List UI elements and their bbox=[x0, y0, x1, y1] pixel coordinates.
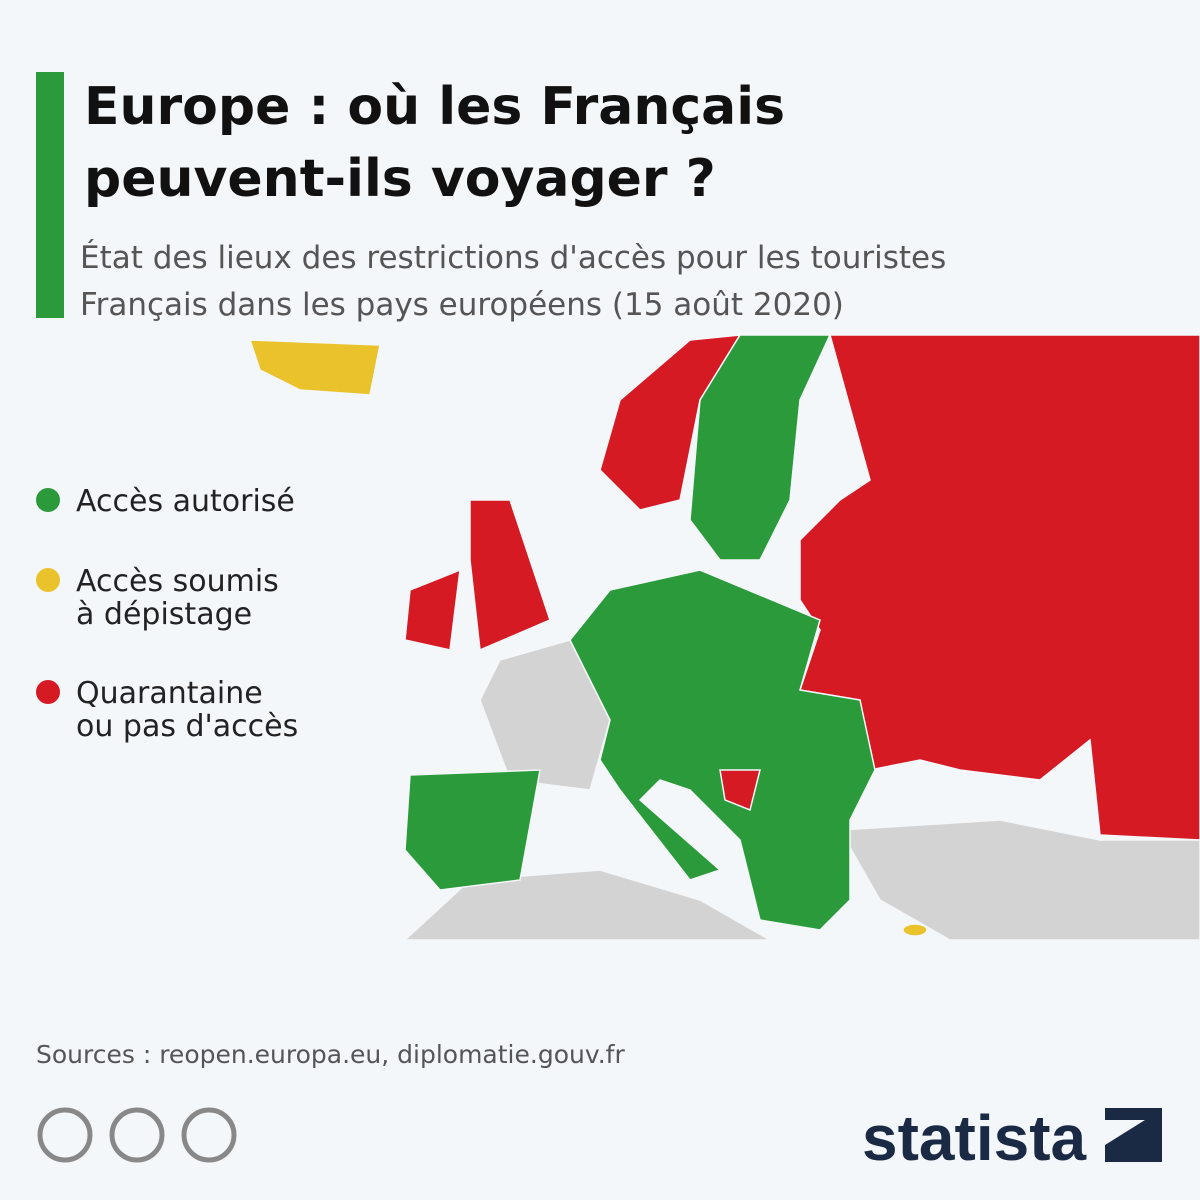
region bbox=[689, 334, 832, 561]
legend-label: à dépistage bbox=[76, 597, 252, 632]
legend-label: Accès soumis bbox=[76, 564, 279, 599]
land-other bbox=[838, 819, 1200, 941]
legend-label: Accès autorisé bbox=[76, 484, 295, 519]
legend-label: ou pas d'accès bbox=[76, 709, 298, 744]
region bbox=[902, 923, 928, 937]
legend-dot bbox=[36, 680, 60, 704]
brand-mark bbox=[1105, 1108, 1162, 1162]
land-other bbox=[403, 869, 773, 941]
subtitle-line: Français dans les pays européens (15 aoû… bbox=[80, 287, 844, 323]
legend-dot bbox=[36, 568, 60, 592]
legend-dot bbox=[36, 488, 60, 512]
region bbox=[719, 769, 761, 812]
title-line: Europe : où les Français bbox=[84, 77, 785, 137]
region bbox=[469, 499, 551, 652]
legend-label: Quarantaine bbox=[76, 676, 263, 711]
region bbox=[404, 568, 461, 651]
subtitle-line: État des lieux des restrictions d'accès … bbox=[80, 240, 946, 276]
map bbox=[248, 334, 1200, 941]
sources: Sources : reopen.europa.eu, diplomatie.g… bbox=[36, 1040, 625, 1069]
region bbox=[569, 569, 876, 931]
title-line: peuvent-ils voyager ? bbox=[84, 149, 716, 209]
region bbox=[404, 769, 541, 891]
region bbox=[248, 339, 381, 396]
license-icons bbox=[37, 1107, 237, 1163]
brand-logo: statista bbox=[862, 1102, 1087, 1174]
accent-bar bbox=[36, 72, 64, 318]
